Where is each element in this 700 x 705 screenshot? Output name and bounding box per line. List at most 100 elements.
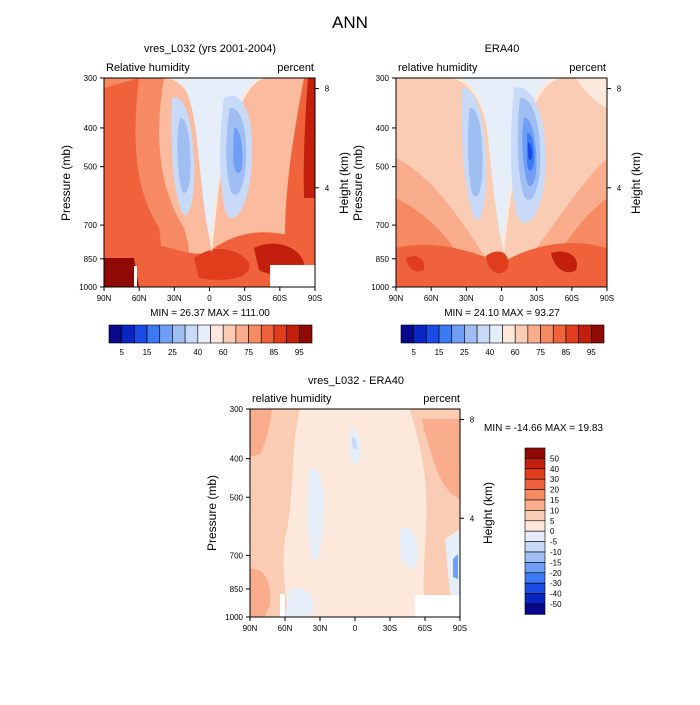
colorbar-label: 5	[411, 348, 416, 357]
panel-3-x-ticks: 90N 60N 30N 0 30S 60S 90S	[243, 617, 467, 633]
colorbar-swatch	[578, 324, 592, 344]
colorbar-swatch	[524, 520, 546, 532]
panel-2-height-ticks: 84	[607, 85, 622, 193]
colorbar-swatch	[426, 324, 440, 344]
colorbar-label: 15	[550, 496, 559, 505]
y-tick-label: 700	[84, 221, 98, 230]
height-tick-label: 4	[617, 184, 622, 193]
colorbar-swatch	[591, 324, 605, 344]
y-tick-label: 400	[230, 455, 244, 464]
x-tick-label: 90N	[97, 294, 112, 303]
colorbar-swatch	[273, 324, 287, 344]
colorbar-swatch	[286, 324, 300, 344]
colorbar-swatch	[184, 324, 199, 344]
colorbar-label: 60	[219, 348, 228, 357]
panel-era40: ERA40 relative humidity percent	[351, 43, 643, 319]
panel-3-height-axis-label: Height (km)	[481, 482, 495, 544]
x-tick-label: 60N	[278, 624, 293, 633]
x-tick-label: 60N	[424, 294, 439, 303]
y-tick-label: 1000	[79, 283, 97, 292]
panel-1-height-axis-label: Height (km)	[337, 152, 351, 214]
panel-3-axes: 90N 60N 30N 0 30S 60S 90S 3004005007008501000 …	[225, 405, 475, 633]
panel-1-right-label: percent	[277, 62, 314, 74]
panel-1-stats: MIN = 26.37 MAX = 111.00	[150, 308, 270, 319]
panel-3-stats: MIN = -14.66 MAX = 19.83	[484, 423, 603, 434]
colorbar-label: 15	[435, 348, 444, 357]
panel-2-x-ticks: 90N 60N 30N 0 30S 60S 90S	[389, 287, 614, 303]
colorbar-label: 85	[561, 348, 570, 357]
panel-2-y-axis-label: Pressure (mb)	[351, 145, 365, 221]
colorbar-label: -10	[550, 548, 562, 557]
colorbar-swatch	[524, 541, 546, 553]
colorbar-swatch	[121, 324, 135, 344]
colorbar-swatch	[222, 324, 237, 344]
colorbar-swatch	[524, 603, 546, 615]
x-tick-label: 0	[499, 294, 504, 303]
x-tick-label: 90N	[389, 294, 404, 303]
x-tick-label: 60N	[132, 294, 147, 303]
colorbar-swatch	[524, 458, 546, 470]
panel-1-y-ticks: 300 400 500 700 850 1000	[79, 74, 104, 292]
colorbar-model: 5 15 25 40 60 75 85 95	[108, 324, 313, 357]
colorbar-swatch	[524, 593, 546, 605]
colorbar-label: 5	[550, 517, 555, 526]
colorbar-label: 25	[168, 348, 177, 357]
y-tick-label: 300	[230, 405, 244, 414]
colorbar-swatch	[146, 324, 161, 344]
colorbar-swatch	[299, 324, 313, 344]
colorbar-swatch	[260, 324, 275, 344]
panel-1-height-ticks: 84	[315, 85, 330, 193]
colorbar-swatch	[524, 478, 546, 490]
colorbar-swatch	[438, 324, 453, 344]
colorbar-swatch	[514, 324, 529, 344]
colorbar-swatch	[197, 324, 211, 344]
y-tick-label: 850	[84, 255, 98, 264]
panel-2-axes: 90N 60N 30N 0 30S 60S 90S 3004005007008501000 …	[371, 74, 622, 303]
panel-difference: vres_L032 - ERA40 relative humidity perc…	[205, 375, 603, 633]
x-tick-label: 0	[353, 624, 358, 633]
panel-2-height-axis-label: Height (km)	[629, 152, 643, 214]
panel-3-y-axis-label: Pressure (mb)	[205, 475, 219, 551]
panel-model: vres_L032 (yrs 2001-2004) Relative humid…	[59, 43, 351, 319]
colorbar-swatch	[524, 530, 546, 542]
x-tick-label: 90S	[600, 294, 614, 303]
x-tick-label: 90S	[308, 294, 322, 303]
x-tick-label: 30N	[167, 294, 182, 303]
colorbar-swatch	[524, 447, 546, 459]
colorbar-label: 10	[550, 506, 559, 515]
height-tick-label: 8	[617, 85, 622, 94]
colorbar-swatch	[524, 499, 546, 511]
colorbar-swatch	[172, 324, 186, 344]
colorbar-swatch	[400, 324, 414, 344]
colorbar-label: 60	[511, 348, 520, 357]
colorbar-swatch	[524, 551, 546, 563]
colorbar-swatch	[540, 324, 554, 344]
colorbar-swatch	[524, 510, 546, 522]
colorbar-label: 40	[485, 348, 494, 357]
height-tick-label: 8	[470, 416, 475, 425]
x-tick-label: 90N	[243, 624, 258, 633]
colorbar-label: 40	[550, 465, 559, 474]
x-tick-label: 30N	[313, 624, 328, 633]
colorbar-label: 95	[587, 348, 596, 357]
height-tick-label: 4	[470, 514, 475, 523]
panel-3-title: vres_L032 - ERA40	[308, 375, 404, 387]
colorbar-label: 5	[119, 348, 124, 357]
colorbar-label: -15	[550, 558, 562, 567]
y-tick-label: 500	[230, 493, 244, 502]
panel-2-stats: MIN = 24.10 MAX = 93.27	[444, 308, 560, 319]
colorbar-era40: 5 15 25 40 60 75 85 95	[400, 324, 605, 357]
colorbar-swatch	[524, 562, 546, 574]
colorbar-swatch	[159, 324, 173, 344]
colorbar-swatch	[235, 324, 249, 344]
colorbar-swatch	[524, 582, 546, 594]
colorbar-label: -50	[550, 600, 562, 609]
x-tick-label: 60S	[418, 624, 432, 633]
colorbar-swatch	[565, 324, 579, 344]
colorbar-label: 30	[550, 475, 559, 484]
panel-1-plot	[103, 77, 316, 288]
panel-2-left-label: relative humidity	[398, 62, 478, 74]
y-tick-label: 700	[230, 551, 244, 560]
x-tick-label: 30N	[459, 294, 474, 303]
